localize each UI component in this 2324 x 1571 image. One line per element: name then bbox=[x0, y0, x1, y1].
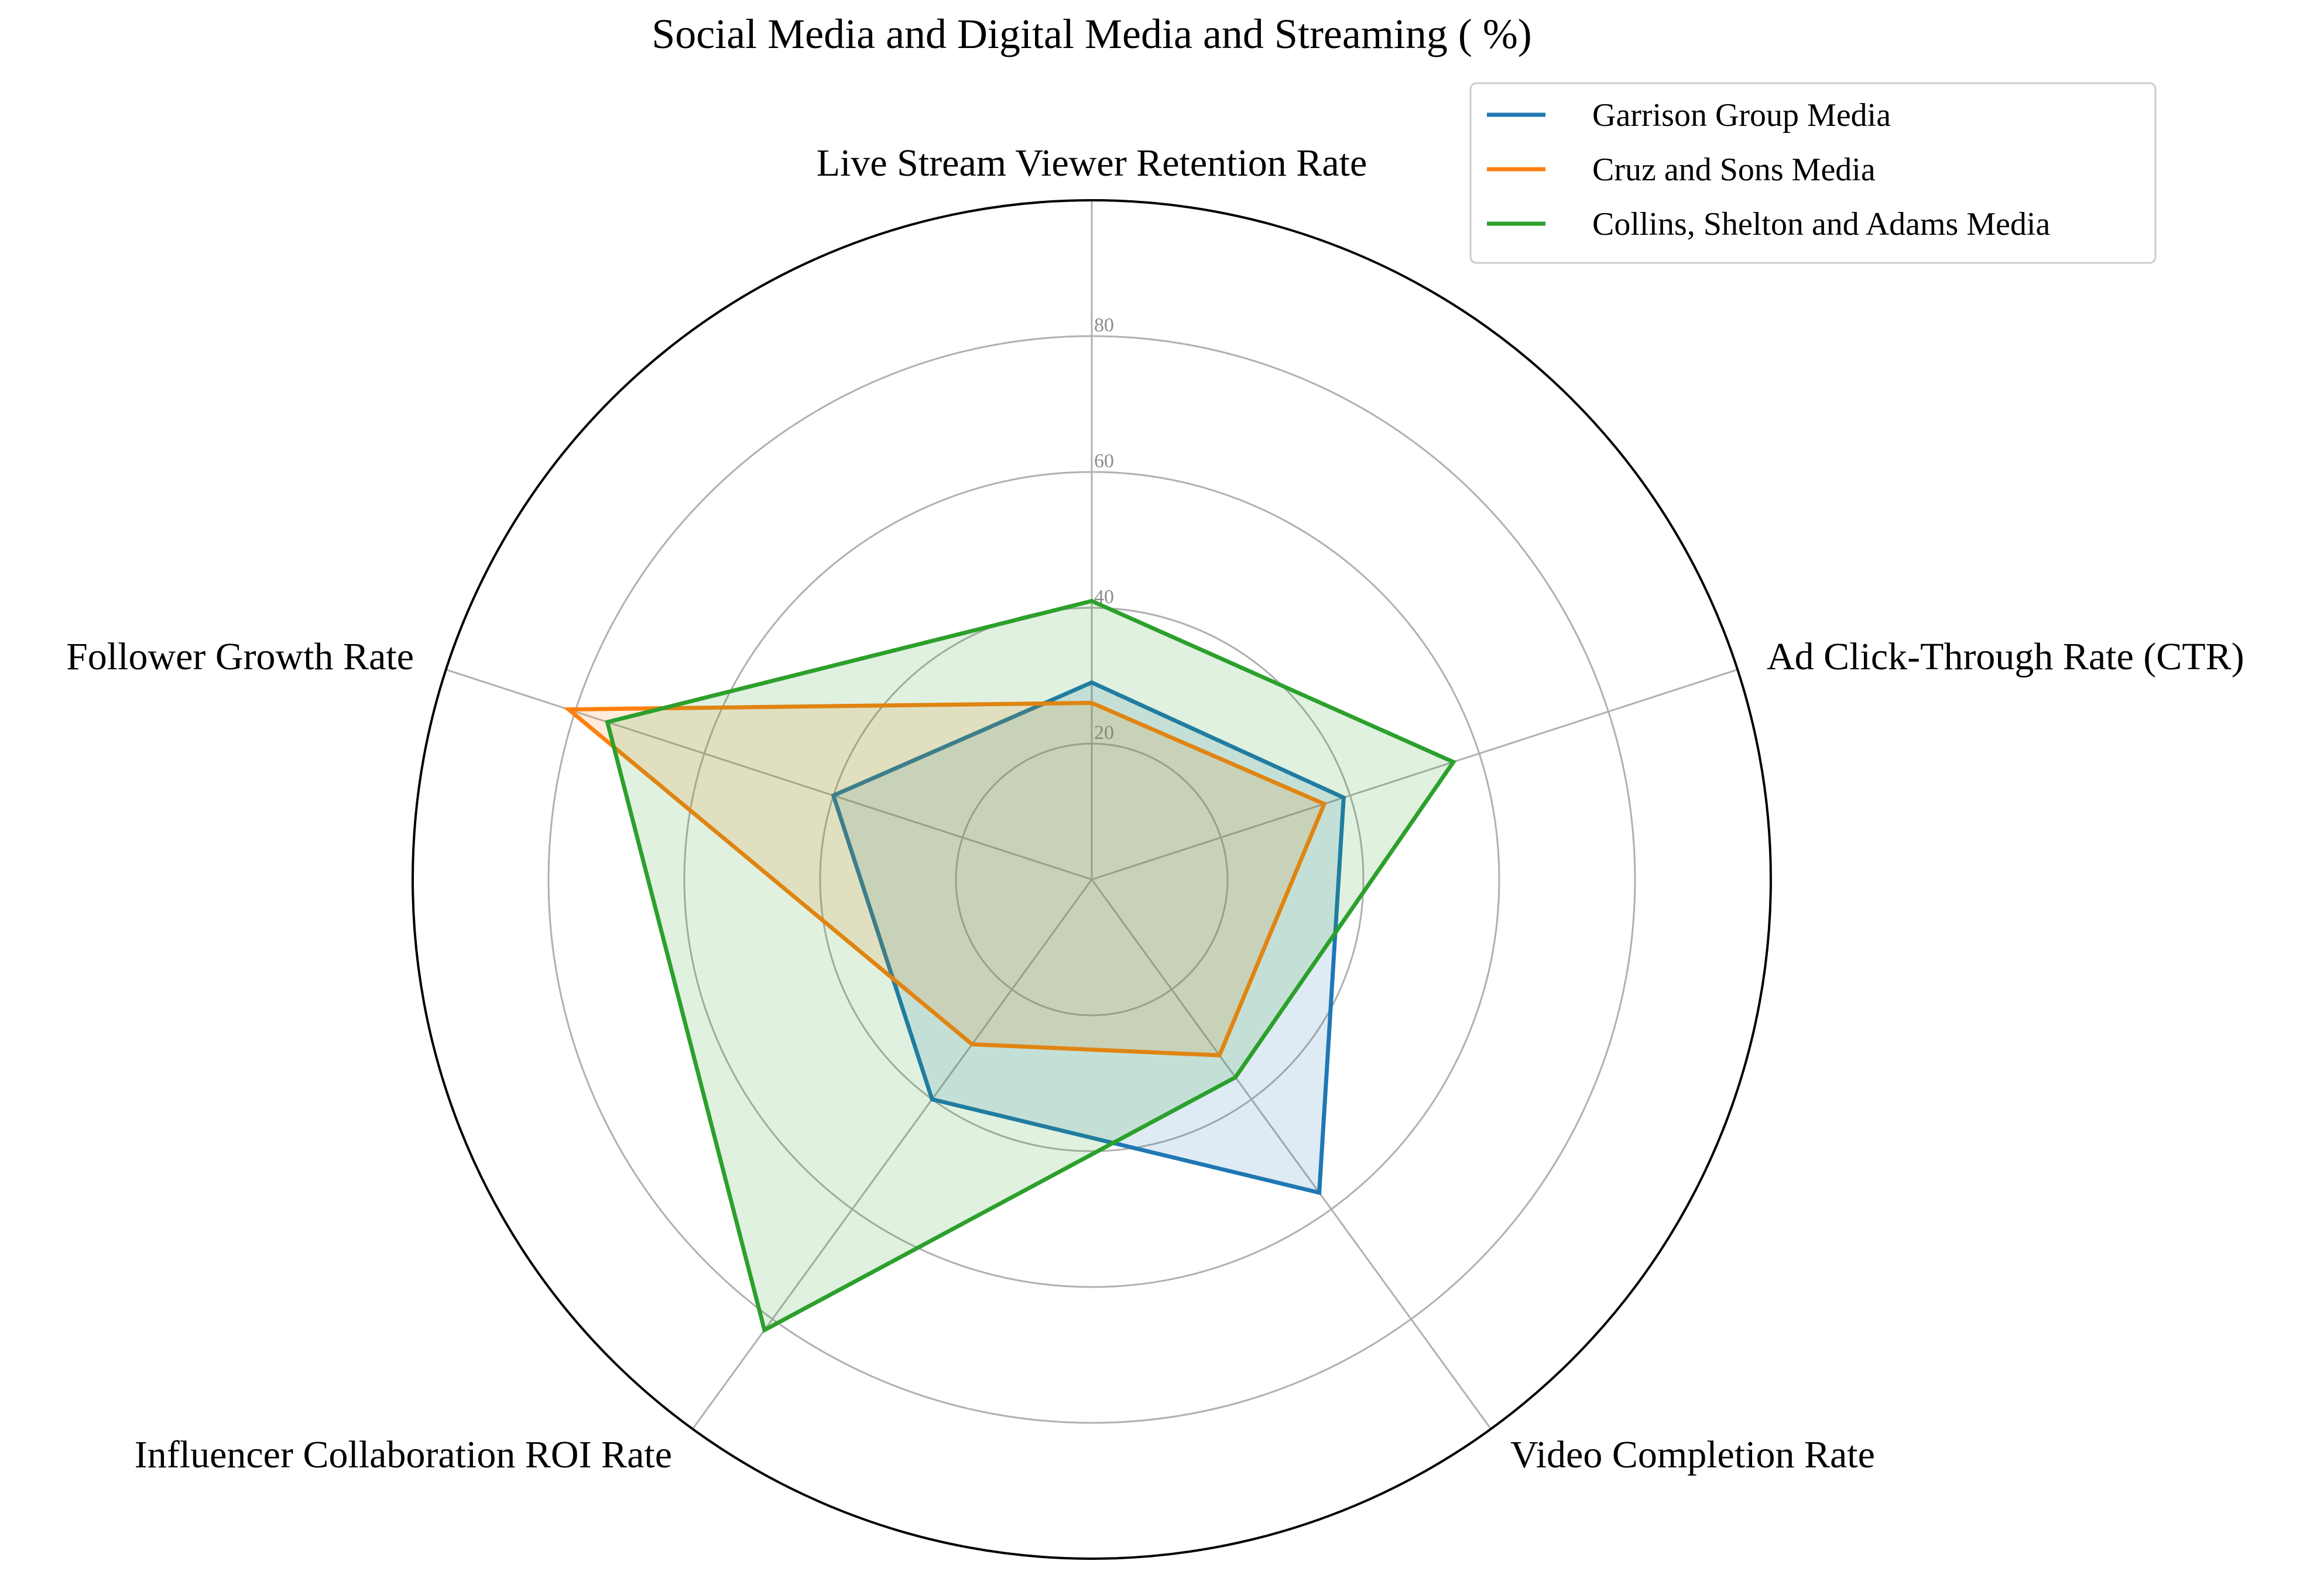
axis-label: Live Stream Viewer Retention Rate bbox=[817, 142, 1367, 184]
legend-entry-label: Collins, Shelton and Adams Media bbox=[1592, 206, 2051, 242]
radar-grid bbox=[412, 199, 1772, 1560]
chart-title: Social Media and Digital Media and Strea… bbox=[652, 11, 1532, 57]
series-area-0 bbox=[833, 682, 1344, 1193]
series-area-1 bbox=[568, 703, 1325, 1056]
spoke-line bbox=[1091, 669, 1738, 881]
axis-label: Follower Growth Rate bbox=[66, 635, 414, 678]
series-area-2 bbox=[607, 601, 1454, 1330]
legend-entry-label: Garrison Group Media bbox=[1592, 97, 1891, 134]
legend-entry-label: Cruz and Sons Media bbox=[1592, 152, 1876, 188]
axis-label: Video Completion Rate bbox=[1510, 1433, 1875, 1476]
legend-frame bbox=[1469, 82, 2157, 264]
legend: Garrison Group Media Cruz and Sons Media C… bbox=[1469, 82, 2157, 264]
spoke-line bbox=[445, 669, 1092, 881]
series-layer bbox=[563, 598, 1457, 1333]
axis-label: Ad Click-Through Rate (CTR) bbox=[1767, 635, 2244, 678]
spoke-line bbox=[691, 879, 1093, 1430]
axis-labels: Live Stream Viewer Retention Rate Ad Clic… bbox=[66, 142, 2244, 1476]
axis-label: Influencer Collaboration ROI Rate bbox=[135, 1433, 672, 1476]
outer-frame bbox=[412, 199, 1772, 1560]
rtick-label: 20 bbox=[1094, 722, 1114, 744]
series-line-0 bbox=[831, 680, 1346, 1196]
rtick-label: 60 bbox=[1094, 450, 1114, 472]
series-line-2 bbox=[605, 598, 1457, 1333]
spoke-line bbox=[1091, 879, 1492, 1430]
rtick-label: 80 bbox=[1094, 314, 1114, 336]
